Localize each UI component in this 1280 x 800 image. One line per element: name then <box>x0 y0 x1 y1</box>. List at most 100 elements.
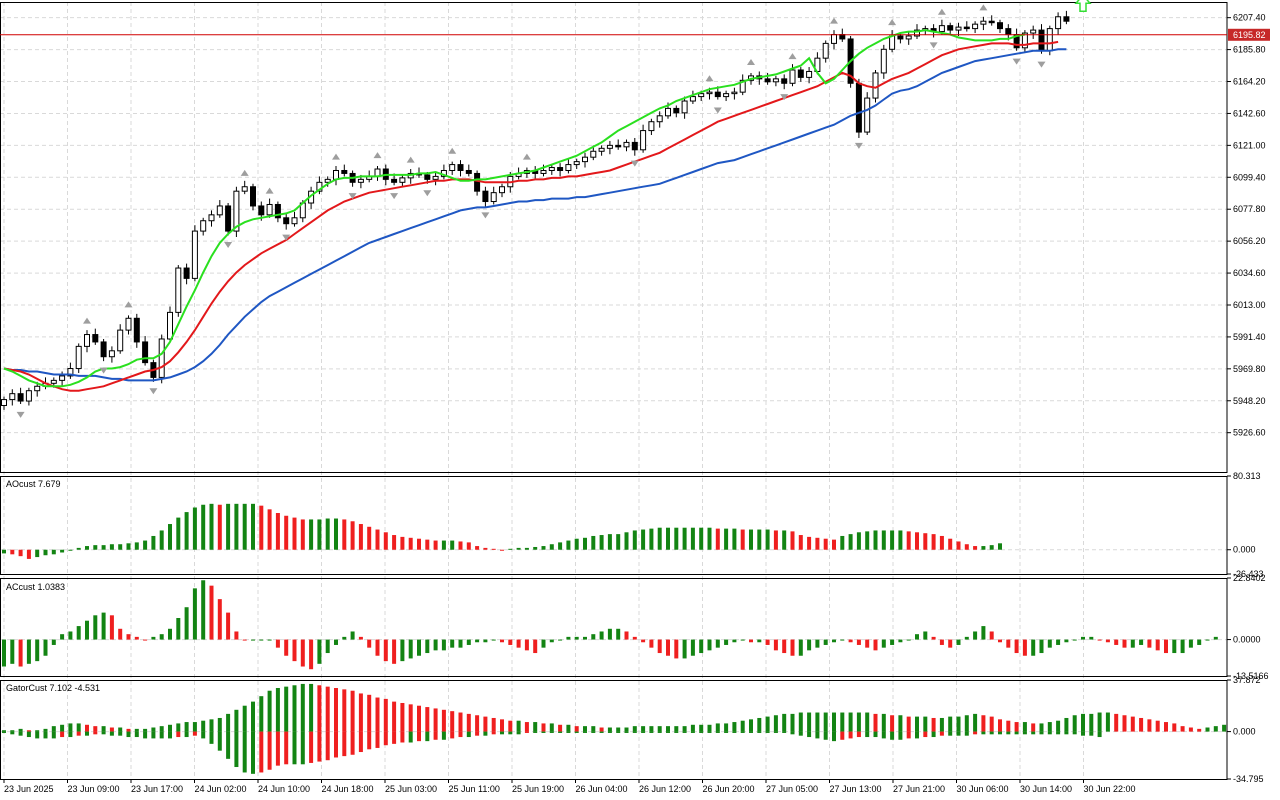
histogram-bar <box>1006 731 1011 735</box>
histogram-bar <box>101 545 106 550</box>
histogram-bar <box>284 686 289 732</box>
histogram-bar <box>176 517 181 550</box>
fractal-down-icon <box>348 193 357 200</box>
x-tick-label: 27 Jun 13:00 <box>830 784 882 794</box>
histogram-bar <box>533 639 538 654</box>
candle-body <box>200 220 207 232</box>
histogram-bar <box>981 731 986 735</box>
histogram-bar <box>408 639 413 659</box>
candle-body <box>1030 29 1037 34</box>
histogram-bar <box>740 720 745 732</box>
histogram-bar <box>724 528 729 550</box>
histogram-bar <box>848 534 853 550</box>
histogram-bar <box>1097 712 1102 732</box>
histogram-bar <box>508 548 513 550</box>
fractal-up-icon <box>406 156 415 163</box>
candle-body <box>67 368 74 377</box>
histogram-bar <box>939 717 944 732</box>
histogram-bar <box>350 690 355 732</box>
histogram-bar <box>234 731 239 768</box>
histogram-bar <box>574 731 579 733</box>
y-tick-label: 5991.40 <box>1233 332 1266 342</box>
candle-body <box>706 91 713 95</box>
candle-body <box>291 217 298 225</box>
histogram-bar <box>757 529 762 550</box>
histogram-bar <box>566 636 571 640</box>
histogram-bar <box>309 639 314 670</box>
histogram-bar <box>566 731 571 733</box>
candle-body <box>50 379 57 384</box>
histogram-bar <box>1197 639 1202 645</box>
histogram-bar <box>873 530 878 550</box>
fractal-down-icon <box>929 42 938 49</box>
histogram-bar <box>226 503 231 550</box>
y-tick-label: 6056.20 <box>1233 236 1266 246</box>
histogram-bar <box>964 731 969 736</box>
candle-body <box>465 169 472 174</box>
candle-body <box>955 26 962 31</box>
histogram-bar <box>964 715 969 732</box>
histogram-bar <box>848 639 853 643</box>
histogram-bar <box>682 527 687 550</box>
candle-body <box>432 175 439 180</box>
candle-body <box>25 390 32 402</box>
histogram-bar <box>300 519 305 550</box>
fractal-down-icon <box>390 193 399 200</box>
gator-pane[interactable] <box>2 683 1227 774</box>
price-pane[interactable] <box>0 0 1227 418</box>
lips-line <box>3 29 1026 388</box>
histogram-bar <box>441 540 446 550</box>
ac-pane[interactable] <box>2 580 1218 670</box>
y-tick-label: 6164.20 <box>1233 77 1266 87</box>
histogram-bar <box>815 639 820 648</box>
histogram-bar <box>989 631 994 640</box>
histogram-bar <box>558 724 563 732</box>
histogram-bar <box>1188 727 1193 732</box>
histogram-bar <box>599 631 604 640</box>
histogram-bar <box>284 731 289 765</box>
histogram-bar <box>168 731 172 739</box>
histogram-bar <box>981 715 986 732</box>
histogram-bar <box>350 631 355 640</box>
histogram-bar <box>948 538 953 550</box>
candle-body <box>499 186 505 194</box>
histogram-bar <box>524 731 529 733</box>
histogram-bar <box>765 529 770 550</box>
histogram-bar <box>118 727 123 732</box>
histogram-bar <box>168 628 172 640</box>
histogram-bar <box>201 731 206 739</box>
candle-body <box>739 79 746 93</box>
candle-body <box>474 172 481 192</box>
fractal-up-icon <box>830 17 838 24</box>
y-tick-label: 6034.60 <box>1233 268 1266 278</box>
histogram-bar <box>292 517 297 550</box>
histogram-bar <box>483 716 488 732</box>
histogram-bar <box>1222 724 1227 732</box>
candle-body <box>250 186 256 207</box>
histogram-bar <box>425 731 430 742</box>
histogram-bar <box>251 731 255 774</box>
histogram-bar <box>832 539 836 550</box>
candle-body <box>9 393 16 401</box>
candle-body <box>880 48 887 74</box>
histogram-bar <box>1039 639 1044 654</box>
histogram-bar <box>1105 639 1110 643</box>
histogram-bar <box>466 731 471 738</box>
histogram-bar <box>632 726 637 732</box>
y-tick-label: -34.795 <box>1233 774 1264 784</box>
histogram-bar <box>1172 639 1177 654</box>
histogram-bar <box>549 639 554 643</box>
histogram-bar <box>666 731 670 733</box>
histogram-bar <box>433 731 438 740</box>
histogram-bar <box>1081 731 1085 736</box>
ao-pane[interactable] <box>2 503 1002 559</box>
histogram-bar <box>242 731 247 773</box>
histogram-bar <box>915 634 919 640</box>
fractal-down-icon <box>630 160 639 167</box>
histogram-bar <box>85 546 89 550</box>
histogram-bar <box>450 731 455 739</box>
y-tick-label: 6099.40 <box>1233 172 1266 182</box>
histogram-bar <box>674 726 679 732</box>
pane-frame <box>0 2 1228 473</box>
